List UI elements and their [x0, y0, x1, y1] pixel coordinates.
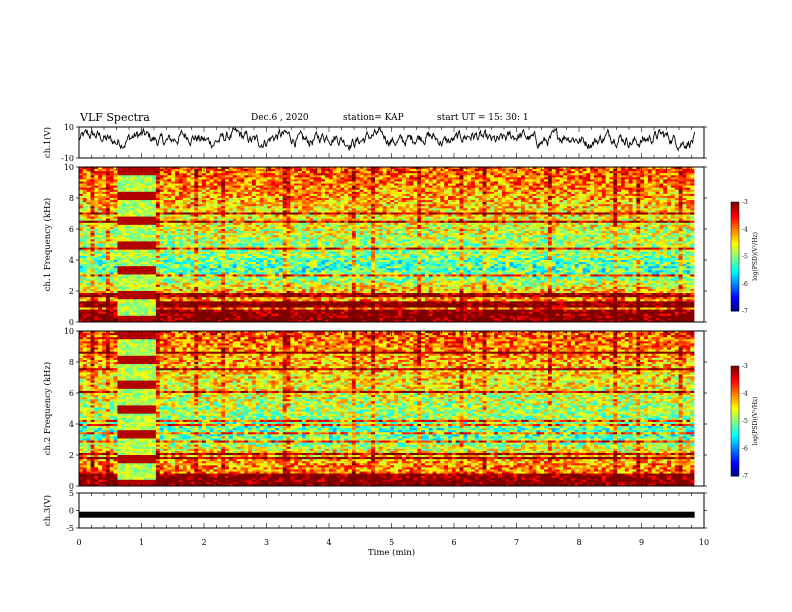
x-tick-9: 9 [639, 538, 644, 547]
ch1-colorbar-tick-3: -6 [742, 281, 748, 288]
ch1-spectrogram-ytick-2: 4 [69, 256, 74, 265]
ch1-waveform-ytick-0: 10 [64, 123, 74, 132]
ch2-spectrogram-ytick-1: 2 [69, 451, 74, 460]
ch2-spectrogram-ytick-3: 6 [69, 389, 74, 398]
ch1-colorbar-tick-0: -3 [742, 199, 748, 206]
ch3-waveform-line [79, 511, 695, 518]
ch1-spectrogram-ytick-3: 6 [69, 225, 74, 234]
x-tick-3: 3 [264, 538, 269, 547]
ch2-spectrogram-ytick-0: 0 [69, 482, 74, 491]
ch3-waveform-ytick-2: -5 [66, 524, 74, 533]
ch3-waveform-background [79, 493, 704, 528]
x-tick-2: 2 [201, 538, 206, 547]
x-tick-7: 7 [514, 538, 519, 547]
ch1-waveform-line [78, 126, 696, 152]
ch2-colorbar-tick-4: -7 [742, 473, 748, 480]
ch3-waveform-ytick-0: 5 [69, 489, 74, 498]
ch1-colorbar-tick-1: -4 [742, 226, 748, 233]
ch2-spectrogram-ytick-5: 10 [64, 327, 74, 336]
ch2-colorbar-tick-1: -4 [742, 391, 748, 398]
x-axis-label: Time (min) [368, 547, 415, 558]
ch2-colorbar-tick-2: -5 [742, 418, 748, 425]
station-label: station= KAP [343, 113, 404, 123]
ch1-spectrogram-image [79, 167, 695, 323]
x-tick-5: 5 [389, 538, 394, 547]
ch1-colorbar-tick-4: -7 [742, 308, 748, 315]
ch1-colorbar-label: log(PSD)(V²/Hz) [752, 232, 759, 281]
plot-title: VLF Spectra [80, 111, 150, 124]
x-tick-6: 6 [451, 538, 456, 547]
ch1-spectrogram-ytick-4: 8 [69, 194, 74, 203]
date-label: Dec.6 , 2020 [251, 113, 309, 123]
ch1-waveform-ylabel: ch.1(V) [42, 127, 53, 158]
x-tick-0: 0 [76, 538, 81, 547]
ch2-spectrogram-image [79, 331, 695, 487]
x-tick-10: 10 [699, 538, 709, 547]
ch2-spectrogram-ylabel: ch.2 Frequency (kHz) [42, 362, 53, 455]
ch2-colorbar [730, 365, 740, 477]
ch1-spectrogram-ylabel: ch.1 Frequency (kHz) [42, 198, 53, 291]
ch2-colorbar-tick-3: -6 [742, 446, 748, 453]
ch2-colorbar-label: log(PSD)(V²/Hz) [752, 397, 759, 446]
start-time-label: start UT = 15: 30: 1 [437, 113, 529, 123]
ch2-spectrogram-ytick-2: 4 [69, 420, 74, 429]
ch1-spectrogram-ytick-5: 10 [64, 163, 74, 172]
ch1-colorbar [730, 201, 740, 312]
ch3-waveform-ylabel: ch.3(V) [42, 495, 53, 526]
ch1-waveform-background [79, 127, 704, 158]
ch1-spectrogram-ytick-1: 2 [69, 287, 74, 296]
ch3-waveform-ytick-1: 0 [69, 507, 74, 516]
x-tick-4: 4 [326, 538, 331, 547]
ch2-colorbar-tick-0: -3 [742, 363, 748, 370]
ch2-spectrogram-ytick-4: 8 [69, 358, 74, 367]
ch1-spectrogram-ytick-0: 0 [69, 318, 74, 327]
x-tick-1: 1 [139, 538, 144, 547]
ch1-waveform-ytick-1: -10 [61, 154, 74, 163]
x-tick-8: 8 [576, 538, 581, 547]
ch1-colorbar-tick-2: -5 [742, 254, 748, 261]
